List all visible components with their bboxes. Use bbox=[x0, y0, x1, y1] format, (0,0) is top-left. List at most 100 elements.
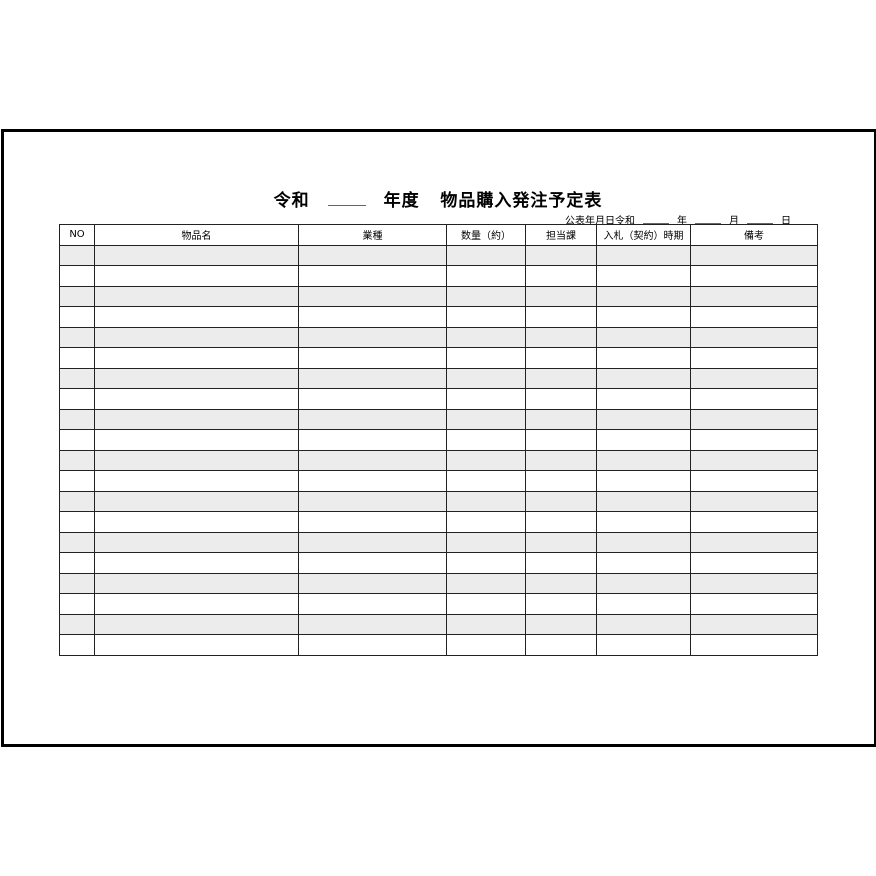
table-cell[interactable] bbox=[525, 470, 597, 492]
table-cell[interactable] bbox=[596, 285, 691, 307]
table-cell[interactable] bbox=[525, 285, 597, 307]
year-blank[interactable] bbox=[327, 191, 366, 206]
table-cell[interactable] bbox=[690, 285, 818, 307]
table-cell[interactable] bbox=[94, 388, 299, 410]
table-cell[interactable] bbox=[690, 326, 818, 348]
table-cell[interactable] bbox=[94, 470, 299, 492]
table-cell[interactable] bbox=[596, 593, 691, 615]
table-cell[interactable] bbox=[596, 613, 691, 635]
table-cell[interactable] bbox=[446, 347, 526, 369]
table-cell[interactable] bbox=[446, 613, 526, 635]
table-cell[interactable] bbox=[525, 613, 597, 635]
table-cell[interactable] bbox=[446, 470, 526, 492]
table-cell[interactable] bbox=[690, 634, 818, 656]
day-field[interactable] bbox=[747, 223, 773, 224]
table-cell[interactable] bbox=[690, 388, 818, 410]
table-cell[interactable] bbox=[525, 265, 597, 287]
table-cell[interactable] bbox=[298, 449, 447, 471]
table-cell[interactable] bbox=[525, 490, 597, 512]
table-cell[interactable] bbox=[690, 265, 818, 287]
table-cell[interactable] bbox=[596, 572, 691, 594]
table-cell[interactable] bbox=[59, 306, 95, 328]
table-cell[interactable] bbox=[446, 244, 526, 266]
table-cell[interactable] bbox=[525, 531, 597, 553]
table-cell[interactable] bbox=[446, 285, 526, 307]
table-cell[interactable] bbox=[59, 326, 95, 348]
table-cell[interactable] bbox=[446, 326, 526, 348]
table-cell[interactable] bbox=[525, 326, 597, 348]
year-field[interactable] bbox=[643, 223, 669, 224]
table-cell[interactable] bbox=[525, 634, 597, 656]
table-cell[interactable] bbox=[298, 244, 447, 266]
table-cell[interactable] bbox=[298, 572, 447, 594]
table-cell[interactable] bbox=[59, 285, 95, 307]
table-cell[interactable] bbox=[525, 244, 597, 266]
table-cell[interactable] bbox=[298, 388, 447, 410]
table-cell[interactable] bbox=[59, 449, 95, 471]
table-cell[interactable] bbox=[525, 367, 597, 389]
table-cell[interactable] bbox=[525, 593, 597, 615]
table-cell[interactable] bbox=[59, 552, 95, 574]
table-cell[interactable] bbox=[94, 490, 299, 512]
table-cell[interactable] bbox=[59, 347, 95, 369]
table-cell[interactable] bbox=[446, 265, 526, 287]
table-cell[interactable] bbox=[94, 244, 299, 266]
table-cell[interactable] bbox=[298, 306, 447, 328]
table-cell[interactable] bbox=[596, 306, 691, 328]
table-cell[interactable] bbox=[94, 613, 299, 635]
table-cell[interactable] bbox=[446, 306, 526, 328]
table-cell[interactable] bbox=[94, 449, 299, 471]
table-cell[interactable] bbox=[525, 429, 597, 451]
table-cell[interactable] bbox=[596, 634, 691, 656]
table-cell[interactable] bbox=[298, 470, 447, 492]
table-cell[interactable] bbox=[94, 429, 299, 451]
table-cell[interactable] bbox=[446, 367, 526, 389]
table-cell[interactable] bbox=[596, 265, 691, 287]
table-cell[interactable] bbox=[298, 265, 447, 287]
table-cell[interactable] bbox=[446, 388, 526, 410]
table-cell[interactable] bbox=[59, 613, 95, 635]
table-cell[interactable] bbox=[59, 634, 95, 656]
table-cell[interactable] bbox=[446, 511, 526, 533]
table-cell[interactable] bbox=[59, 388, 95, 410]
month-field[interactable] bbox=[695, 223, 721, 224]
table-cell[interactable] bbox=[298, 347, 447, 369]
table-cell[interactable] bbox=[446, 490, 526, 512]
table-cell[interactable] bbox=[94, 306, 299, 328]
table-cell[interactable] bbox=[59, 470, 95, 492]
table-cell[interactable] bbox=[446, 593, 526, 615]
table-cell[interactable] bbox=[59, 593, 95, 615]
table-cell[interactable] bbox=[596, 552, 691, 574]
table-cell[interactable] bbox=[59, 531, 95, 553]
table-cell[interactable] bbox=[690, 408, 818, 430]
table-cell[interactable] bbox=[298, 429, 447, 451]
table-cell[interactable] bbox=[298, 552, 447, 574]
table-cell[interactable] bbox=[298, 285, 447, 307]
table-cell[interactable] bbox=[446, 449, 526, 471]
table-cell[interactable] bbox=[298, 593, 447, 615]
table-cell[interactable] bbox=[525, 552, 597, 574]
table-cell[interactable] bbox=[525, 511, 597, 533]
table-cell[interactable] bbox=[690, 347, 818, 369]
table-cell[interactable] bbox=[94, 265, 299, 287]
table-cell[interactable] bbox=[596, 511, 691, 533]
table-cell[interactable] bbox=[94, 347, 299, 369]
table-cell[interactable] bbox=[298, 613, 447, 635]
table-cell[interactable] bbox=[446, 572, 526, 594]
table-cell[interactable] bbox=[94, 593, 299, 615]
table-cell[interactable] bbox=[298, 408, 447, 430]
table-cell[interactable] bbox=[690, 552, 818, 574]
table-cell[interactable] bbox=[298, 511, 447, 533]
table-cell[interactable] bbox=[94, 552, 299, 574]
table-cell[interactable] bbox=[298, 531, 447, 553]
table-cell[interactable] bbox=[690, 490, 818, 512]
table-cell[interactable] bbox=[596, 470, 691, 492]
table-cell[interactable] bbox=[94, 511, 299, 533]
table-cell[interactable] bbox=[446, 531, 526, 553]
table-cell[interactable] bbox=[690, 613, 818, 635]
table-cell[interactable] bbox=[690, 306, 818, 328]
table-cell[interactable] bbox=[298, 490, 447, 512]
table-cell[interactable] bbox=[690, 449, 818, 471]
table-cell[interactable] bbox=[446, 429, 526, 451]
table-cell[interactable] bbox=[94, 634, 299, 656]
